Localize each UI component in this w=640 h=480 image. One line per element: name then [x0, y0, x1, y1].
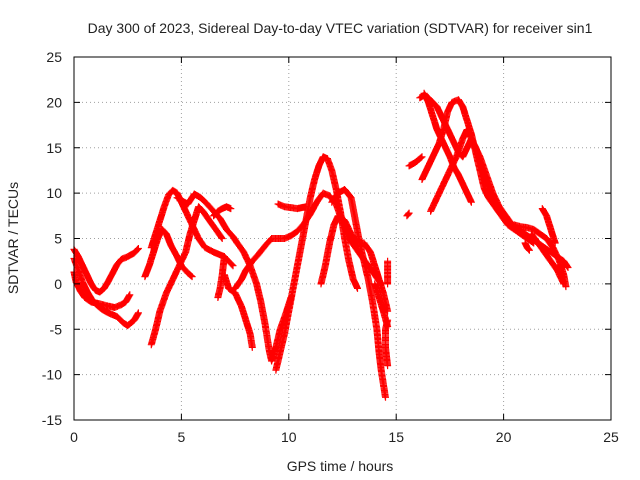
series-markers: [427, 126, 572, 271]
series-markers: [528, 230, 568, 288]
x-tick-label: 0: [70, 429, 78, 445]
series-arc-4: [141, 225, 196, 281]
series-markers: [403, 209, 413, 220]
series-arc-18: [384, 257, 392, 288]
series-arc-20: [405, 153, 426, 170]
chart-title: Day 300 of 2023, Sidereal Day-to-day VTE…: [88, 20, 593, 36]
axes: 0 5 10 15 20 25 -15 -10 -5 0 5 10 15 20 25: [42, 49, 619, 445]
x-tick-label: 15: [388, 429, 404, 445]
series-markers: [274, 200, 310, 213]
data-series: [70, 89, 572, 401]
series-arc-26: [521, 239, 533, 254]
series-arc-15: [328, 186, 389, 401]
y-tick-label: 10: [46, 185, 62, 201]
y-tick-label: -5: [50, 321, 63, 337]
series-markers: [538, 205, 559, 247]
x-tick-label: 10: [281, 429, 297, 445]
y-tick-label: 5: [54, 231, 62, 247]
series-arc-17: [371, 280, 392, 330]
series-markers: [210, 203, 235, 220]
y-tick-label: 0: [54, 276, 62, 292]
series-arc-13: [274, 200, 310, 213]
series-arc-7: [173, 190, 295, 365]
series-markers: [384, 257, 392, 288]
series-markers: [173, 190, 295, 365]
y-tick-label: -10: [42, 367, 62, 383]
y-tick-label: 15: [46, 140, 62, 156]
x-tick-label: 25: [603, 429, 619, 445]
series-markers: [141, 225, 196, 281]
series-markers: [405, 153, 426, 170]
series-arc-8: [210, 203, 235, 220]
series-markers: [272, 153, 361, 374]
x-tick-label: 20: [496, 429, 512, 445]
series-markers: [521, 239, 533, 254]
series-arc-28: [528, 230, 568, 288]
series-markers: [328, 186, 389, 401]
y-tick-label: -15: [42, 412, 62, 428]
series-markers: [220, 271, 256, 351]
series-arc-12: [272, 153, 361, 374]
y-axis-label: SDTVAR / TECUs: [5, 182, 21, 294]
x-axis-label: GPS time / hours: [287, 458, 394, 474]
series-arc-19: [403, 209, 413, 220]
series-arc-24: [427, 126, 572, 271]
series-markers: [371, 280, 392, 330]
y-tick-label: 25: [46, 49, 62, 65]
series-arc-27: [538, 205, 559, 247]
series-arc-10: [220, 271, 256, 351]
y-tick-label: 20: [46, 94, 62, 110]
x-tick-label: 5: [178, 429, 186, 445]
